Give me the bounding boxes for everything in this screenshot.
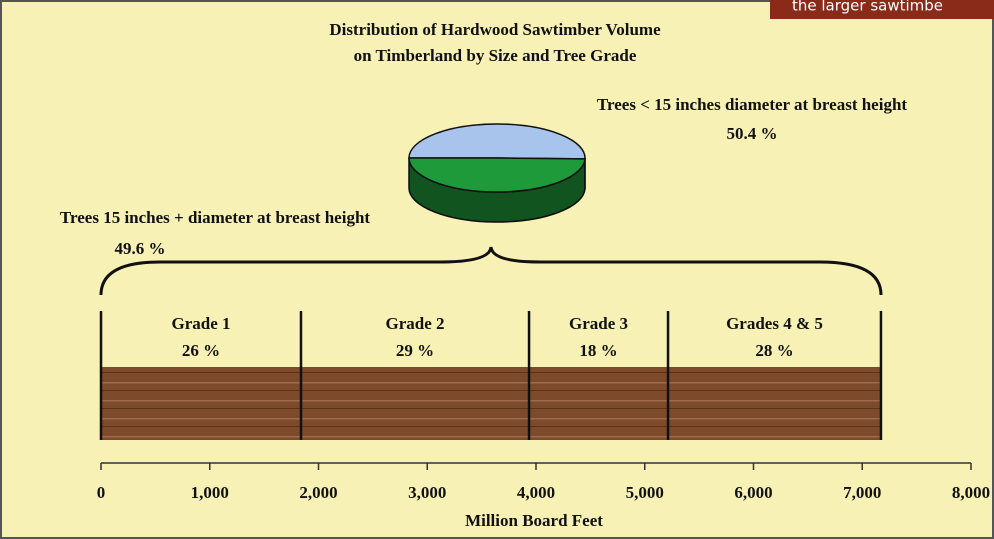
bar-texture: [300, 367, 530, 440]
overlay-box: [770, 0, 994, 19]
brace: [99, 246, 883, 296]
share-label: 29 %: [396, 341, 434, 360]
legend-label: Grades 4 & 5: [726, 314, 823, 333]
bar-texture: [101, 367, 301, 440]
pie-value-label: 50.4 %: [727, 124, 778, 143]
x-tick-label: 6,000: [734, 483, 772, 502]
x-axis-label: Million Board Feet: [465, 511, 603, 530]
x-tick-label: 7,000: [843, 483, 881, 502]
x-tick-label: 4,000: [517, 483, 555, 502]
x-tick-label: 8,000: [952, 483, 990, 502]
legend-label: Grade 3: [569, 314, 628, 333]
x-tick-label: 2,000: [299, 483, 337, 502]
x-tick-label: 0: [97, 483, 106, 502]
pie-slice: [408, 123, 586, 160]
overlay-text: the larger sawtimbe: [792, 0, 943, 15]
pie-label: Trees < 15 inches diameter at breast hei…: [597, 95, 907, 114]
share-label: 18 %: [579, 341, 617, 360]
pie-label: Trees 15 inches + diameter at breast hei…: [60, 208, 370, 227]
share-label: 26 %: [182, 341, 220, 360]
legend-label: Grade 2: [386, 314, 445, 333]
chart-title: Distribution of Hardwood Sawtimber Volum…: [329, 20, 661, 39]
x-tick-label: 5,000: [626, 483, 664, 502]
share-label: 28 %: [755, 341, 793, 360]
bar-texture: [529, 367, 669, 440]
pie-side-shade: [409, 158, 585, 223]
pie-value-label: 49.6 %: [115, 239, 166, 258]
x-tick-label: 3,000: [408, 483, 446, 502]
x-tick-label: 1,000: [191, 483, 229, 502]
legend-label: Grade 1: [171, 314, 230, 333]
bar-texture: [668, 367, 881, 440]
pie-slice: [408, 157, 586, 193]
chart-title: on Timberland by Size and Tree Grade: [354, 46, 637, 65]
